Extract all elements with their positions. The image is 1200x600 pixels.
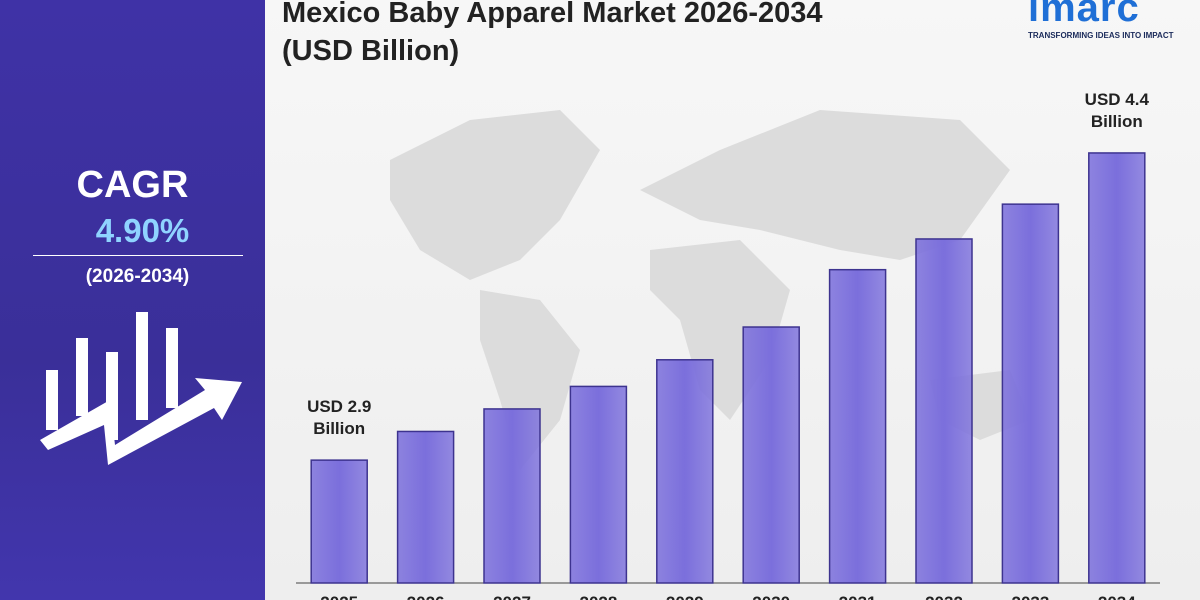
bar bbox=[742, 326, 800, 584]
cagr-value: 4.90% bbox=[95, 212, 190, 249]
value-label: USD 2.9 Billion bbox=[307, 397, 372, 439]
x-tick-label: 2026 bbox=[407, 593, 445, 600]
value-label: USD 4.4 Billion bbox=[1084, 89, 1149, 131]
bar bbox=[656, 359, 714, 584]
x-tick-label: 2028 bbox=[579, 593, 617, 600]
cagr-label: CAGR bbox=[76, 164, 189, 206]
chart-title-block: Mexico Baby Apparel Market 2026-2034 (US… bbox=[282, 0, 823, 70]
logo-tagline: TRANSFORMING IDEAS INTO IMPACT bbox=[1028, 31, 1174, 40]
bar bbox=[1088, 152, 1146, 584]
bar bbox=[569, 385, 628, 584]
bar bbox=[483, 408, 541, 584]
chart-subtitle: (USD Billion) bbox=[282, 35, 460, 67]
chart-title: Mexico Baby Apparel Market 2026-2034 bbox=[282, 0, 823, 29]
cagr-panel: CAGR 4.90% (2026-2034) bbox=[0, 0, 265, 600]
x-tick-label: 2029 bbox=[666, 593, 704, 600]
bar bbox=[828, 268, 887, 584]
x-tick-label: 2027 bbox=[493, 593, 531, 600]
logo: imarc bbox=[1028, 0, 1140, 30]
x-tick-label: 2034 bbox=[1098, 593, 1136, 600]
x-tick-label: 2033 bbox=[1011, 593, 1049, 600]
x-tick-label: 2031 bbox=[839, 593, 877, 600]
bar bbox=[310, 459, 368, 584]
bar bbox=[915, 238, 973, 584]
growth-icon bbox=[40, 312, 242, 465]
bar bbox=[1001, 203, 1060, 584]
divider bbox=[33, 255, 243, 256]
x-tick-label: 2025 bbox=[320, 593, 358, 600]
x-tick-label: 2030 bbox=[752, 593, 790, 600]
cagr-period: (2026-2034) bbox=[85, 266, 190, 287]
bar bbox=[396, 430, 455, 584]
x-tick-label: 2032 bbox=[925, 593, 963, 600]
